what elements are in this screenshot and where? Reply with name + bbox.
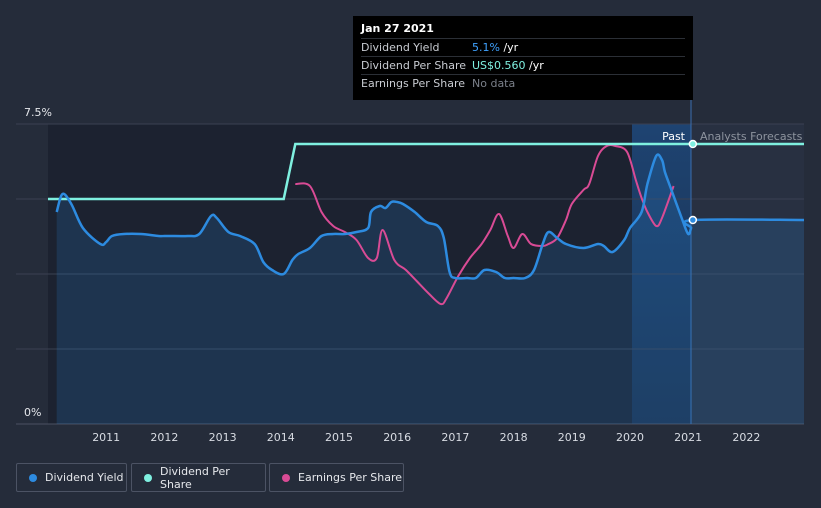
legend-dot-icon [29,473,37,482]
tooltip-row-dividend-yield: Dividend Yield 5.1% /yr [361,38,685,56]
x-axis-tick-labels: 2011 2012 2013 2014 2015 2016 2017 2018 2019 2020… [92,431,760,444]
dividend-per-share-marker [688,139,698,149]
forecast-label: Analysts Forecasts [700,130,803,143]
x-tick-label: 2011 [92,431,120,444]
x-tick-label: 2014 [267,431,295,444]
tooltip-row-value: 5.1% [472,41,500,54]
legend-dividend-yield[interactable]: Dividend Yield [16,463,127,492]
tooltip-row-label: Earnings Per Share [361,77,466,90]
earnings-per-share-line [295,143,675,306]
x-tick-label: 2013 [209,431,237,444]
tooltip-row-unit: /yr [525,59,544,72]
tooltip-date: Jan 27 2021 [361,22,434,35]
x-tick-label: 2012 [150,431,178,444]
dividend-yield-area [56,154,804,424]
dividend-yield-marker [688,215,698,225]
tooltip-row-value: US$0.560 [472,59,526,72]
x-tick-label: 2021 [674,431,702,444]
tooltip-row-unit: /yr [499,41,519,54]
x-tick-label: 2020 [616,431,644,444]
x-tick-label: 2015 [325,431,353,444]
legend-label: Dividend Yield [45,471,124,484]
legend-dot-icon [144,473,152,482]
legend-dot-icon [282,473,290,482]
dividend-per-share-line [48,142,804,201]
dividend-yield-line [55,153,805,280]
past-label: Past [662,130,686,143]
y-tick-min: 0% [24,406,41,419]
tooltip-row-label: Dividend Yield [361,41,440,54]
legend-earnings-per-share[interactable]: Earnings Per Share [269,463,404,492]
x-tick-label: 2022 [732,431,760,444]
tooltip-row-value: No data [472,77,516,90]
x-tick-label: 2018 [500,431,528,444]
x-tick-label: 2017 [441,431,469,444]
tooltip-row-dividend-per-share: Dividend Per Share US$0.560 /yr [361,56,685,74]
tooltip-row-earnings-per-share: Earnings Per Share No data [361,74,685,92]
tooltip: Jan 27 2021 Dividend Yield 5.1% /yr Divi… [353,16,693,100]
legend-dividend-per-share[interactable]: Dividend Per Share [131,463,266,492]
legend-label: Dividend Per Share [160,464,230,491]
y-tick-max: 7.5% [24,106,52,119]
legend-label: Earnings Per Share [298,471,403,484]
x-tick-label: 2016 [383,431,411,444]
x-tick-label: 2019 [558,431,586,444]
tooltip-row-label: Dividend Per Share [361,59,467,72]
